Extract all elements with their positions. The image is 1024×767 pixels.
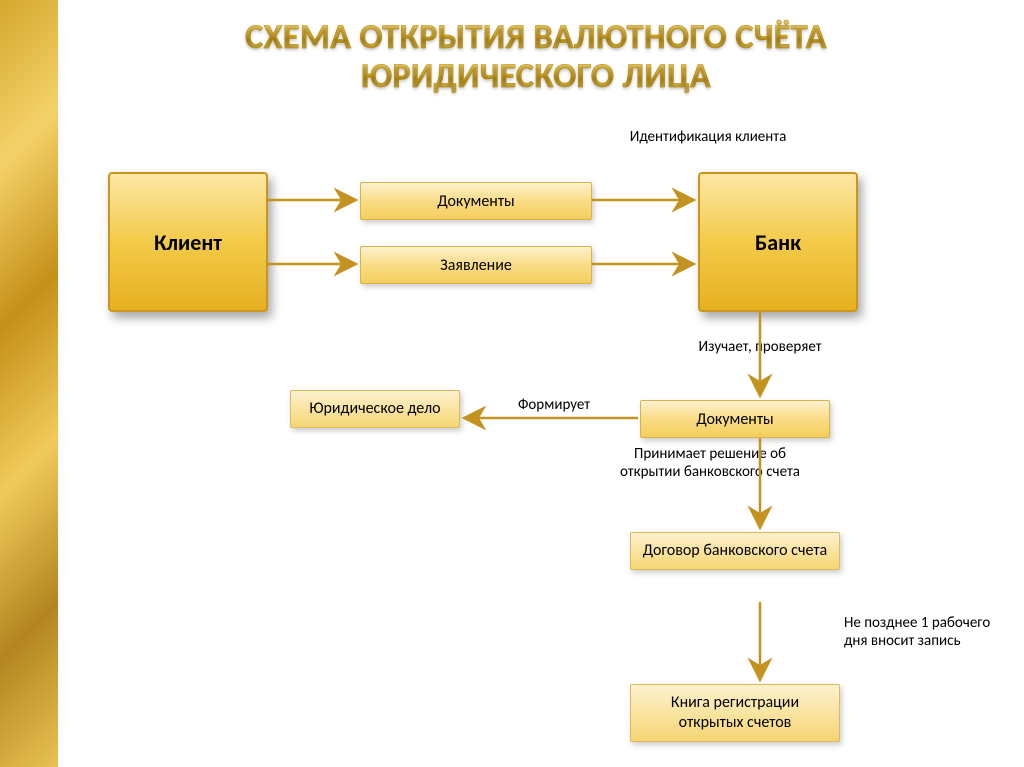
node-bank: Банк	[698, 172, 858, 312]
label-studies: Изучает, проверяет	[690, 338, 830, 356]
node-book: Книга регистрации открытых счетов	[630, 684, 840, 742]
title-line1: СХЕМА ОТКРЫТИЯ ВАЛЮТНОГО СЧЁТА	[245, 17, 827, 58]
decorative-left-border	[0, 0, 58, 767]
documents-mid-label: Документы	[696, 410, 773, 429]
title-line2: ЮРИДИЧЕСКОГО ЛИЦА	[361, 56, 711, 97]
node-legal-case: Юридическое дело	[290, 390, 460, 428]
page-title: СХЕМА ОТКРЫТИЯ ВАЛЮТНОГО СЧЁТА ЮРИДИЧЕСК…	[58, 18, 1014, 96]
node-client: Клиент	[108, 172, 268, 312]
arrows-layer	[0, 0, 1024, 767]
node-application: Заявление	[360, 246, 592, 284]
label-decision: Принимает решение об открытии банковског…	[605, 445, 815, 481]
node-bank-label: Банк	[755, 229, 801, 256]
node-client-label: Клиент	[154, 229, 222, 256]
node-documents-mid: Документы	[640, 400, 830, 438]
application-label: Заявление	[440, 256, 512, 275]
contract-label: Договор банковского счета	[643, 541, 827, 561]
node-contract: Договор банковского счета	[630, 532, 840, 570]
legal-case-label: Юридическое дело	[309, 399, 440, 419]
documents-top-label: Документы	[437, 192, 514, 211]
node-documents-top: Документы	[360, 182, 592, 220]
label-identification: Идентификация клиента	[618, 128, 798, 146]
label-deadline: Не позднее 1 рабочего дня вносит запись	[844, 614, 1014, 650]
label-forms: Формирует	[494, 396, 614, 414]
book-label: Книга регистрации открытых счетов	[637, 693, 833, 733]
